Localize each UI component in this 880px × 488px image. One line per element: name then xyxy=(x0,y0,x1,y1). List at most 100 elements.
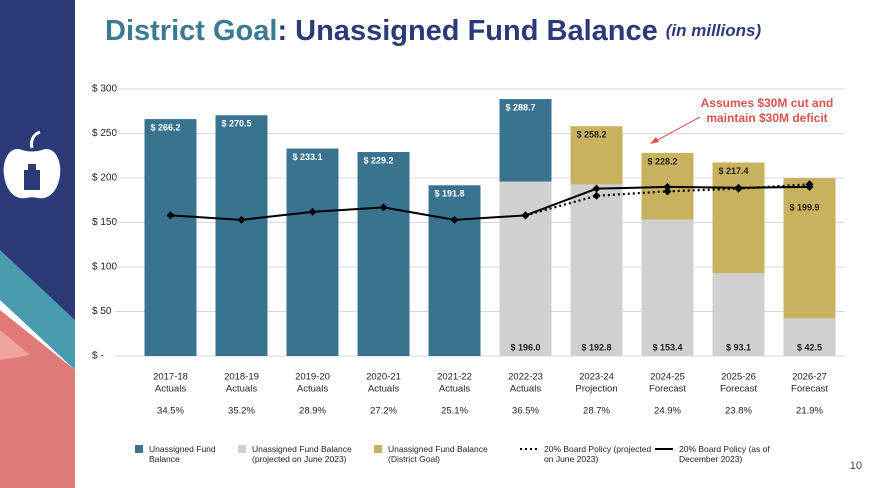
x-tick-label: Forecast xyxy=(791,384,828,395)
y-tick-label: $ 300 xyxy=(92,84,117,95)
marker xyxy=(663,187,672,196)
value-label: $ 196.0 xyxy=(510,342,540,352)
category-note: 36.5% xyxy=(512,406,539,417)
value-label: $ 266.2 xyxy=(151,122,181,132)
title-part: (in millions) xyxy=(666,21,762,40)
value-label: $ 258.2 xyxy=(577,130,607,140)
marker xyxy=(663,182,672,191)
x-tick-label: 2023-24 xyxy=(579,372,614,383)
y-tick-label: $ 250 xyxy=(92,128,117,139)
marker xyxy=(166,211,175,220)
bar xyxy=(641,219,694,356)
value-label: $ 199.9 xyxy=(790,202,820,212)
marker xyxy=(379,203,388,212)
title-part: : Unassigned Fund Balance xyxy=(277,15,657,47)
apple-icon xyxy=(3,130,61,199)
x-tick-label: Actuals xyxy=(226,384,257,395)
value-label: $ 228.2 xyxy=(648,156,678,166)
value-label: $ 93.1 xyxy=(726,342,751,352)
marker xyxy=(308,207,317,216)
marker xyxy=(734,183,743,192)
legend-swatch xyxy=(238,445,246,453)
line xyxy=(170,185,810,221)
value-label: $ 270.5 xyxy=(222,119,252,129)
marker xyxy=(450,215,459,224)
annotation-arrow xyxy=(651,116,701,144)
bar xyxy=(428,185,481,356)
legend-item: Unassigned Fund Balance xyxy=(135,444,234,464)
swatch xyxy=(135,445,143,453)
bar xyxy=(215,115,268,356)
y-tick-label: $ 200 xyxy=(92,173,117,184)
marker xyxy=(521,211,530,220)
x-tick-label: 2026-27 xyxy=(792,372,827,383)
y-tick-label: $ - xyxy=(92,351,104,362)
legend-item: Unassigned Fund Balance (District Goal) xyxy=(374,444,503,464)
decor-teal xyxy=(0,250,75,370)
x-tick-label: 2025-26 xyxy=(721,372,756,383)
y-tick-label: $ 150 xyxy=(92,217,117,228)
legend-swatch xyxy=(655,448,673,450)
category-note: 27.2% xyxy=(370,406,397,417)
chart-title: District Goal: Unassigned Fund Balance (i… xyxy=(105,15,761,47)
annotation: Assumes $30M cut and xyxy=(701,96,834,110)
category-note: 28.7% xyxy=(583,406,610,417)
swatch xyxy=(374,445,382,453)
value-label: $ 288.7 xyxy=(506,102,536,112)
x-tick-label: 2024-25 xyxy=(650,372,685,383)
bar xyxy=(712,273,765,356)
category-note: 28.9% xyxy=(299,406,326,417)
annotation-arrowhead xyxy=(650,137,659,144)
swatch xyxy=(238,445,246,453)
legend-swatch xyxy=(520,448,538,450)
x-tick-label: Forecast xyxy=(720,384,757,395)
value-label: $ 217.4 xyxy=(719,166,749,176)
category-note: 35.2% xyxy=(228,406,255,417)
value-label: $ 229.2 xyxy=(364,155,394,165)
bar xyxy=(286,148,339,356)
marker xyxy=(237,215,246,224)
x-tick-label: Actuals xyxy=(155,384,186,395)
legend-swatch xyxy=(135,445,143,453)
bar xyxy=(499,181,552,356)
x-tick-label: 2022-23 xyxy=(508,372,543,383)
legend-label: Unassigned Fund Balance xyxy=(149,444,216,464)
legend-swatch xyxy=(374,445,382,453)
x-tick-label: Forecast xyxy=(649,384,686,395)
bar xyxy=(144,119,197,356)
marker xyxy=(805,182,814,191)
x-tick-label: Projection xyxy=(575,384,617,395)
value-label: $ 42.5 xyxy=(797,342,822,352)
value-label: $ 233.1 xyxy=(293,152,323,162)
x-tick-label: Actuals xyxy=(368,384,399,395)
bar xyxy=(570,184,623,356)
bar xyxy=(357,152,410,356)
x-tick-label: Actuals xyxy=(439,384,470,395)
value-label: $ 192.8 xyxy=(581,342,611,352)
category-note: 23.8% xyxy=(725,406,752,417)
annotation: maintain $30M deficit xyxy=(706,111,827,125)
y-tick-label: $ 100 xyxy=(92,262,117,273)
y-tick-label: $ 50 xyxy=(92,306,112,317)
page-number: 10 xyxy=(850,460,862,472)
value-label: $ 153.4 xyxy=(652,342,682,352)
category-note: 25.1% xyxy=(441,406,468,417)
x-tick-label: 2020-21 xyxy=(366,372,401,383)
legend-label: 20% Board Policy (as of December 2023) xyxy=(679,444,770,464)
x-tick-label: Actuals xyxy=(297,384,328,395)
legend-label: 20% Board Policy (projected on June 2023… xyxy=(544,444,652,464)
marker xyxy=(592,184,601,193)
x-tick-label: 2019-20 xyxy=(295,372,330,383)
legend-label: Unassigned Fund Balance (projected on Ju… xyxy=(252,444,352,464)
marker xyxy=(592,191,601,200)
value-label: $ 191.8 xyxy=(435,189,465,199)
category-note: 24.9% xyxy=(654,406,681,417)
category-note: 34.5% xyxy=(157,406,184,417)
x-tick-label: 2021-22 xyxy=(437,372,472,383)
legend-item: 20% Board Policy (projected on June 2023… xyxy=(520,444,654,464)
legend-label: Unassigned Fund Balance (District Goal) xyxy=(388,444,488,464)
category-note: 21.9% xyxy=(796,406,823,417)
x-tick-label: Actuals xyxy=(510,384,541,395)
